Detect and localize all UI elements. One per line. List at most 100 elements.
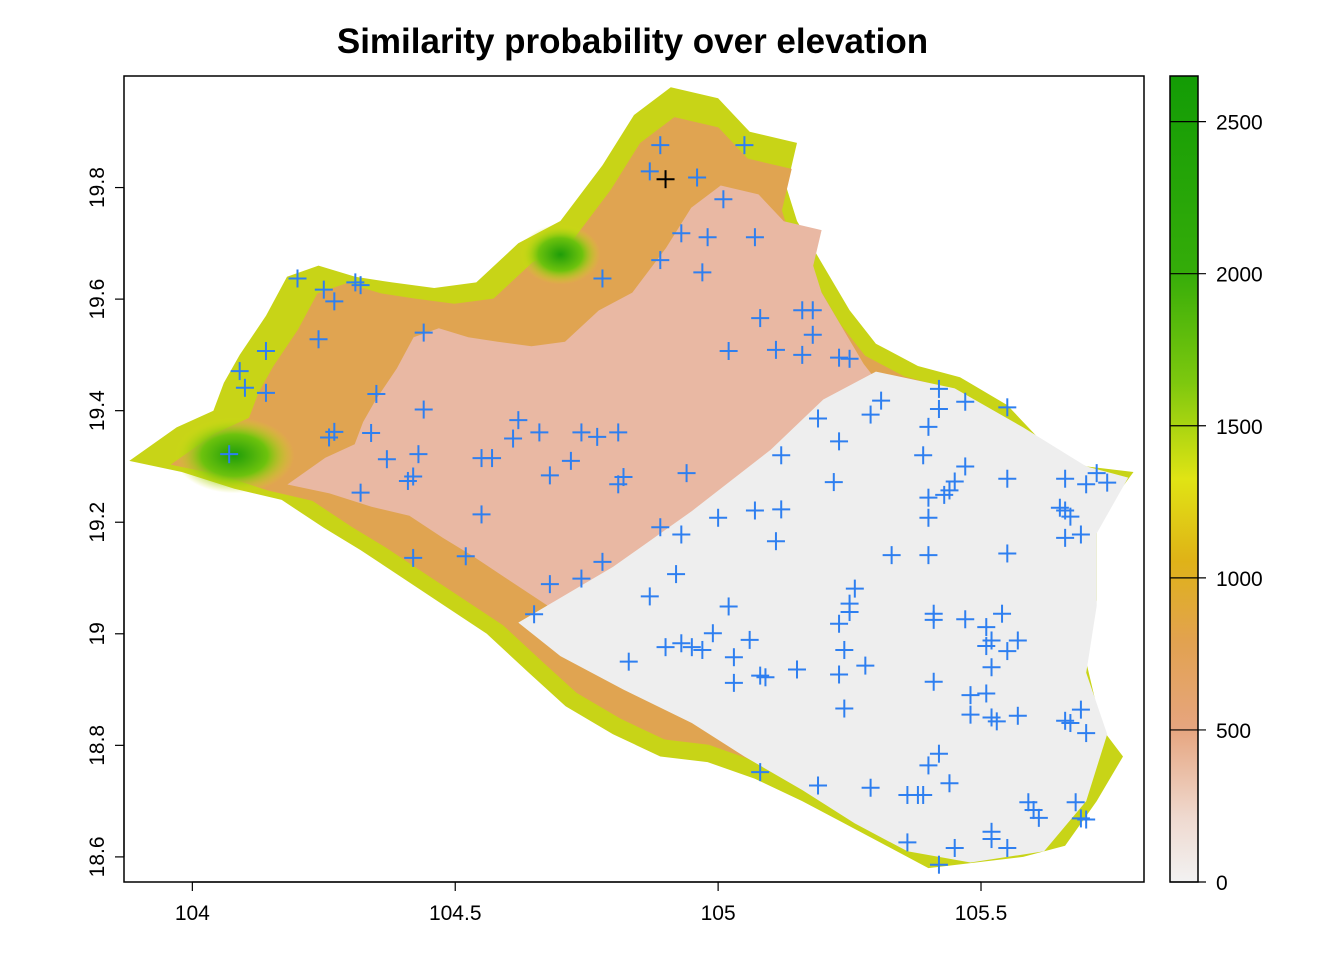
sample-point-marker: [572, 569, 591, 588]
sample-point-marker: [919, 546, 938, 565]
legend-tick-label: 0: [1216, 872, 1228, 895]
sample-point-marker: [824, 473, 843, 492]
sample-point-marker: [998, 469, 1017, 488]
sample-point-marker: [840, 349, 859, 368]
y-tick-label: 19.6: [86, 279, 109, 320]
sample-point-marker: [1071, 525, 1090, 544]
sample-point-marker: [530, 423, 549, 442]
sample-point-marker: [803, 301, 822, 320]
sample-point-marker: [640, 587, 659, 606]
sample-point-marker: [703, 624, 722, 643]
legend-ticks: 0 500 1000 1500 2000 2500: [1170, 112, 1263, 895]
sample-point-marker: [751, 763, 770, 782]
sample-point-marker: [830, 665, 849, 684]
sample-point-marker: [766, 340, 785, 359]
sample-point-marker: [1056, 528, 1075, 547]
sample-point-marker: [914, 785, 933, 804]
sample-point-marker: [793, 345, 812, 364]
y-tick-label: 19.4: [86, 390, 109, 431]
sample-points: [220, 136, 1117, 874]
lowland-plain: [518, 371, 1129, 863]
sample-point-marker: [956, 392, 975, 411]
sample-point-marker: [672, 224, 691, 243]
sample-point-marker: [377, 450, 396, 469]
sample-point-marker: [677, 464, 696, 483]
sample-point-marker: [230, 362, 249, 381]
legend-tick-label: 1000: [1216, 568, 1263, 591]
sample-point-marker: [609, 475, 628, 494]
sample-point-marker: [929, 744, 948, 763]
sample-point-marker: [735, 136, 754, 155]
sample-point-marker: [414, 400, 433, 419]
y-tick-label: 19: [86, 622, 109, 645]
legend-color-bar: [1169, 75, 1199, 883]
sample-point-marker: [830, 348, 849, 367]
sample-point-marker: [398, 471, 417, 490]
y-tick-label: 18.8: [86, 725, 109, 766]
sample-point-marker: [998, 838, 1017, 857]
sample-point-marker: [861, 778, 880, 797]
sample-point-marker: [861, 405, 880, 424]
sample-point-marker: [919, 488, 938, 507]
sample-point-marker: [856, 656, 875, 675]
sample-point-marker: [919, 508, 938, 527]
sample-point-marker: [919, 756, 938, 775]
sample-point-marker: [256, 383, 275, 402]
legend-tick-label: 2500: [1216, 112, 1263, 135]
sample-point-marker: [929, 399, 948, 418]
sample-point-marker: [1061, 714, 1080, 733]
sample-point-marker: [982, 830, 1001, 849]
sample-point-marker: [982, 658, 1001, 677]
sample-point-marker: [667, 565, 686, 584]
x-tick-label: 105: [701, 902, 736, 925]
sample-point-marker: [651, 518, 670, 537]
sample-point-marker: [367, 384, 386, 403]
sample-point-marker: [977, 637, 996, 656]
sample-point-marker: [756, 668, 775, 687]
sample-point-marker: [525, 605, 544, 624]
sample-point-marker: [561, 451, 580, 470]
sample-point-marker: [472, 505, 491, 524]
sample-point-marker: [404, 548, 423, 567]
sample-point-marker: [835, 699, 854, 718]
sample-point-marker: [977, 618, 996, 637]
western-peak-area: [174, 417, 295, 494]
sample-point-marker: [351, 483, 370, 502]
sample-point-marker: [456, 547, 475, 566]
sample-point-marker: [1008, 631, 1027, 650]
sample-point-marker: [593, 269, 612, 288]
sample-point-marker: [483, 449, 502, 468]
sample-point-marker: [1098, 473, 1117, 492]
sample-point-marker: [256, 341, 275, 360]
sample-point-marker: [929, 379, 948, 398]
sample-point-marker: [504, 429, 523, 448]
sample-point-marker: [961, 705, 980, 724]
sample-point-marker: [772, 500, 791, 519]
sample-point-marker: [724, 673, 743, 692]
sample-point-marker: [993, 604, 1012, 623]
sample-point-marker: [719, 597, 738, 616]
sample-point-marker: [956, 610, 975, 629]
sample-point-marker: [1077, 475, 1096, 494]
sample-point-marker: [640, 162, 659, 181]
sample-point-marker: [1066, 793, 1085, 812]
sample-point-marker: [593, 552, 612, 571]
sample-point-marker: [809, 776, 828, 795]
sample-point-marker: [672, 634, 691, 653]
sample-point-marker: [719, 341, 738, 360]
sample-point-marker: [998, 398, 1017, 417]
sample-point-marker: [619, 652, 638, 671]
sample-point-marker: [693, 263, 712, 282]
sample-point-marker: [1029, 808, 1048, 827]
sample-point-marker: [898, 833, 917, 852]
sample-point-marker: [572, 423, 591, 442]
sample-point-marker: [509, 411, 528, 430]
sample-point-marker: [682, 638, 701, 657]
sample-point-marker: [924, 610, 943, 629]
sample-point-marker: [929, 855, 948, 874]
sample-point-marker: [1077, 810, 1096, 829]
sample-point-marker: [709, 508, 728, 527]
sample-point-marker: [987, 712, 1006, 731]
sample-point-marker: [830, 614, 849, 633]
sample-point-marker: [1008, 706, 1027, 725]
